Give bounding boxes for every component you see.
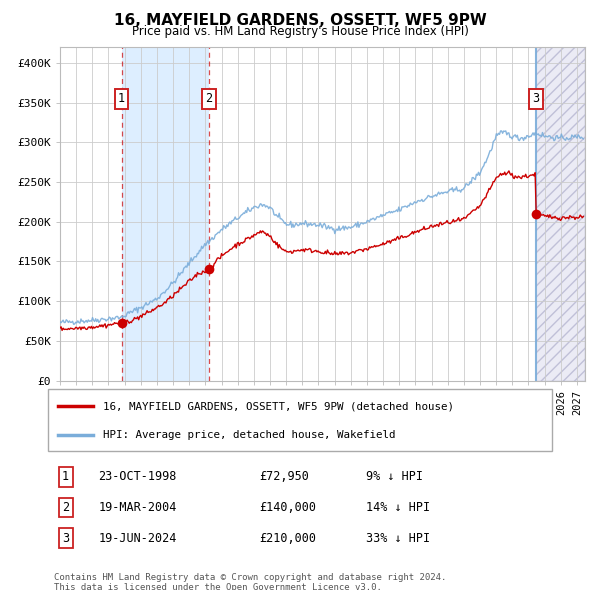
Text: 1: 1 [118, 92, 125, 105]
Text: 19-JUN-2024: 19-JUN-2024 [98, 532, 177, 545]
Text: 3: 3 [62, 532, 69, 545]
Text: 2: 2 [62, 501, 69, 514]
Text: Price paid vs. HM Land Registry's House Price Index (HPI): Price paid vs. HM Land Registry's House … [131, 25, 469, 38]
Bar [122, 47, 209, 381]
Text: 23-OCT-1998: 23-OCT-1998 [98, 470, 177, 483]
Text: £72,950: £72,950 [260, 470, 310, 483]
Text: This data is licensed under the Open Government Licence v3.0.: This data is licensed under the Open Gov… [54, 583, 382, 590]
Text: 1: 1 [62, 470, 69, 483]
Text: £210,000: £210,000 [260, 532, 317, 545]
Text: 3: 3 [532, 92, 539, 105]
FancyBboxPatch shape [48, 389, 552, 451]
Text: 16, MAYFIELD GARDENS, OSSETT, WF5 9PW (detached house): 16, MAYFIELD GARDENS, OSSETT, WF5 9PW (d… [103, 401, 454, 411]
Text: 2: 2 [205, 92, 212, 105]
Text: 16, MAYFIELD GARDENS, OSSETT, WF5 9PW: 16, MAYFIELD GARDENS, OSSETT, WF5 9PW [113, 13, 487, 28]
Text: 14% ↓ HPI: 14% ↓ HPI [365, 501, 430, 514]
Text: £140,000: £140,000 [260, 501, 317, 514]
Text: Contains HM Land Registry data © Crown copyright and database right 2024.: Contains HM Land Registry data © Crown c… [54, 573, 446, 582]
Text: HPI: Average price, detached house, Wakefield: HPI: Average price, detached house, Wake… [103, 430, 396, 440]
Text: 33% ↓ HPI: 33% ↓ HPI [365, 532, 430, 545]
Bar [536, 47, 585, 381]
Text: 19-MAR-2004: 19-MAR-2004 [98, 501, 177, 514]
Text: 9% ↓ HPI: 9% ↓ HPI [365, 470, 422, 483]
